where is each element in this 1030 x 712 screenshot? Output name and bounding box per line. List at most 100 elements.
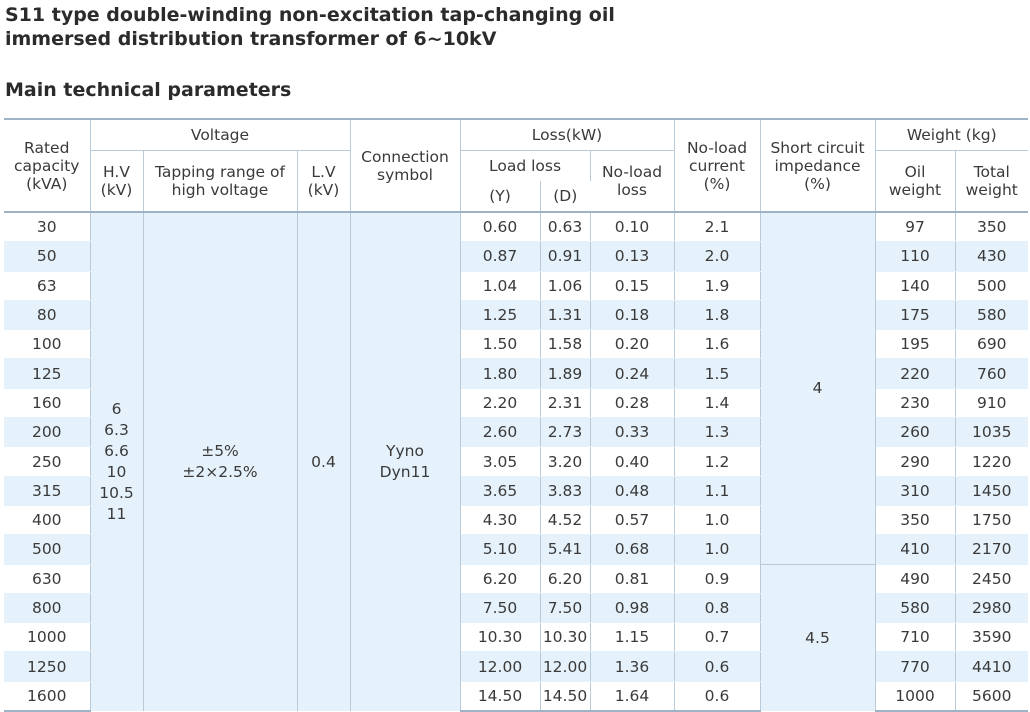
rated-capacity-cell: 630 — [4, 564, 91, 594]
header-total-weight: Total weight — [955, 150, 1028, 213]
load-loss-d-cell: 1.58 — [540, 329, 591, 360]
load-loss-y-cell: 7.50 — [460, 593, 541, 624]
load-loss-y-cell: 0.60 — [460, 212, 541, 243]
header-oil-weight: Oil weight — [875, 150, 956, 213]
load-loss-d-cell: 14.50 — [540, 681, 591, 712]
no-load-loss-cell: 0.20 — [590, 329, 675, 360]
no-load-loss-cell: 0.40 — [590, 446, 675, 477]
rated-capacity-cell: 800 — [4, 593, 91, 624]
load-loss-y-cell: 14.50 — [460, 681, 541, 712]
header-load-loss-y: (Y) — [460, 181, 541, 213]
no-load-current-cell: 1.5 — [674, 358, 761, 389]
load-loss-y-cell: 1.25 — [460, 300, 541, 331]
table-row: 630 6.20 6.20 0.81 0.9 4.5 490 2450 — [4, 564, 1028, 712]
total-weight-cell: 5600 — [955, 681, 1028, 712]
rated-capacity-cell: 50 — [4, 241, 91, 272]
load-loss-y-cell: 2.20 — [460, 388, 541, 419]
load-loss-y-cell: 3.65 — [460, 476, 541, 506]
oil-weight-cell: 1000 — [875, 681, 956, 712]
load-loss-d-cell: 1.06 — [540, 271, 591, 301]
load-loss-d-cell: 1.89 — [540, 358, 591, 389]
no-load-current-cell: 0.6 — [674, 651, 761, 682]
rated-capacity-cell: 400 — [4, 505, 91, 536]
oil-weight-cell: 350 — [875, 505, 956, 536]
load-loss-d-cell: 12.00 — [540, 651, 591, 682]
tapping-range-cell: ±5% ±2×2.5% — [143, 212, 298, 712]
rated-capacity-cell: 63 — [4, 271, 91, 301]
oil-weight-cell: 260 — [875, 417, 956, 448]
oil-weight-cell: 490 — [875, 564, 956, 594]
table-body: 30 6 6.3 6.6 10 10.5 11 ±5% ±2×2.5% 0.4 Yyno Dyn11 0… — [4, 212, 1028, 712]
load-loss-d-cell: 6.20 — [540, 564, 591, 594]
load-loss-y-cell: 0.87 — [460, 241, 541, 272]
no-load-loss-cell: 1.64 — [590, 681, 675, 712]
oil-weight-cell: 97 — [875, 212, 956, 243]
no-load-current-cell: 0.6 — [674, 681, 761, 712]
load-loss-y-cell: 1.80 — [460, 358, 541, 389]
oil-weight-cell: 230 — [875, 388, 956, 419]
section-heading: Main technical parameters — [5, 79, 292, 101]
no-load-current-cell: 1.4 — [674, 388, 761, 419]
table-row: 100 1.50 1.58 0.20 1.6 195 690 — [4, 329, 1028, 360]
header-load-loss-d: (D) — [540, 181, 590, 213]
rated-capacity-cell: 200 — [4, 417, 91, 448]
load-loss-d-cell: 2.31 — [540, 388, 591, 419]
oil-weight-cell: 290 — [875, 446, 956, 477]
load-loss-y-cell: 4.30 — [460, 505, 541, 536]
no-load-current-cell: 1.0 — [674, 505, 761, 536]
page-title-line-1: S11 type double-winding non-excitation t… — [5, 4, 615, 26]
load-loss-d-cell: 0.91 — [540, 241, 591, 272]
rated-capacity-cell: 100 — [4, 329, 91, 360]
total-weight-cell: 2450 — [955, 564, 1028, 594]
header-weight: Weight (kg) — [875, 119, 1028, 151]
no-load-loss-cell: 0.57 — [590, 505, 675, 536]
table-row: 63 1.04 1.06 0.15 1.9 140 500 — [4, 271, 1028, 301]
table-row: 315 3.65 3.83 0.48 1.1 310 1450 — [4, 476, 1028, 506]
page-title: S11 type double-winding non-excitation t… — [5, 3, 615, 51]
load-loss-d-cell: 1.31 — [540, 300, 591, 331]
no-load-current-cell: 1.2 — [674, 446, 761, 477]
oil-weight-cell: 175 — [875, 300, 956, 331]
no-load-loss-cell: 1.15 — [590, 622, 675, 653]
table-row: 200 2.60 2.73 0.33 1.3 260 1035 — [4, 417, 1028, 448]
header-voltage: Voltage — [90, 119, 351, 151]
header-no-load-current: No-load current (%) — [674, 119, 761, 213]
load-loss-d-cell: 0.63 — [540, 212, 591, 243]
no-load-loss-cell: 0.48 — [590, 476, 675, 506]
load-loss-d-cell: 5.41 — [540, 534, 591, 565]
no-load-current-cell: 1.0 — [674, 534, 761, 565]
total-weight-cell: 1450 — [955, 476, 1028, 506]
oil-weight-cell: 770 — [875, 651, 956, 682]
technical-parameters-table: Rated capacity (kVA) Voltage Connection sym… — [4, 118, 1028, 712]
no-load-current-cell: 1.6 — [674, 329, 761, 360]
load-loss-y-cell: 3.05 — [460, 446, 541, 477]
impedance-value-cell: 4.5 — [760, 564, 876, 712]
total-weight-cell: 2170 — [955, 534, 1028, 565]
total-weight-cell: 500 — [955, 271, 1028, 301]
total-weight-cell: 580 — [955, 300, 1028, 331]
no-load-loss-cell: 0.68 — [590, 534, 675, 565]
no-load-current-cell: 1.8 — [674, 300, 761, 331]
no-load-loss-cell: 0.18 — [590, 300, 675, 331]
rated-capacity-cell: 160 — [4, 388, 91, 419]
no-load-current-cell: 0.8 — [674, 593, 761, 624]
no-load-loss-cell: 0.33 — [590, 417, 675, 448]
table-row: 50 0.87 0.91 0.13 2.0 110 430 — [4, 241, 1028, 272]
rated-capacity-cell: 250 — [4, 446, 91, 477]
table-row: 30 6 6.3 6.6 10 10.5 11 ±5% ±2×2.5% 0.4 Yyno Dyn11 0… — [4, 212, 1028, 712]
no-load-current-cell: 0.9 — [674, 564, 761, 594]
rated-capacity-cell: 1000 — [4, 622, 91, 653]
header-short-circuit-impedance: Short circuit impedance (%) — [760, 119, 876, 213]
lv-value-cell: 0.4 — [297, 212, 351, 712]
rated-capacity-cell: 30 — [4, 212, 91, 243]
page-title-line-2: immersed distribution transformer of 6~1… — [5, 28, 497, 50]
impedance-value-cell: 4 — [760, 212, 876, 565]
total-weight-cell: 350 — [955, 212, 1028, 243]
total-weight-cell: 1750 — [955, 505, 1028, 536]
rated-capacity-cell: 500 — [4, 534, 91, 565]
table-row: 125 1.80 1.89 0.24 1.5 220 760 — [4, 358, 1028, 389]
rated-capacity-cell: 80 — [4, 300, 91, 331]
total-weight-cell: 430 — [955, 241, 1028, 272]
load-loss-y-cell: 6.20 — [460, 564, 541, 594]
header-tapping-range: Tapping range of high voltage — [143, 150, 298, 213]
